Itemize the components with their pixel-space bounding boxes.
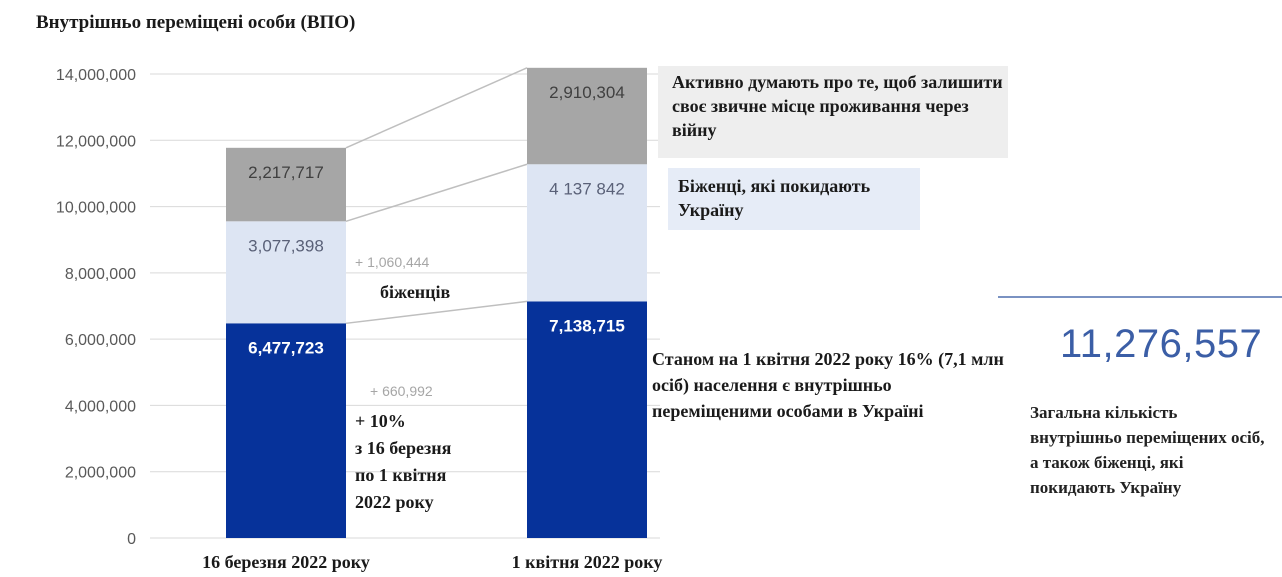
chart-title: Внутрішньо переміщені особи (ВПО) [36, 12, 356, 33]
growth-line-1: + 10% [355, 411, 406, 431]
data-label-idp: 7,138,715 [549, 316, 625, 335]
bar-idp [226, 323, 346, 538]
y-tick-label: 14,000,000 [56, 67, 136, 84]
considering-note-box [658, 66, 1008, 158]
bar-considering [527, 67, 647, 165]
y-tick-label: 8,000,000 [65, 266, 136, 283]
status-note: Станом на 1 квітня 2022 року 16% (7,1 мл… [652, 349, 1004, 421]
data-label-considering: 2,910,304 [549, 83, 625, 102]
growth-note: + 10% з 16 березня по 1 квітня 2022 року [355, 408, 515, 516]
growth-line-3: по 1 квітня [355, 465, 447, 485]
bar-refugees [226, 221, 346, 324]
x-tick-label: 16 березня 2022 року [202, 552, 370, 572]
data-label-refugees: 3,077,398 [248, 236, 324, 255]
data-label-idp: 6,477,723 [248, 338, 324, 357]
total-caption: Загальна кількість внутрішньо переміщени… [1030, 403, 1265, 497]
data-label-considering: 2,217,717 [248, 163, 324, 182]
bar-refugees [527, 164, 647, 302]
total-divider [998, 296, 1282, 298]
total-value: 11,276,557 [1060, 322, 1263, 366]
bar-idp [527, 301, 647, 538]
considering-note: Активно думають про те, щоб залишити сво… [672, 72, 1003, 140]
refugees-word: біженців [380, 282, 451, 302]
y-tick-label: 10,000,000 [56, 200, 136, 217]
x-tick-label: 1 квітня 2022 року [512, 552, 663, 572]
y-tick-label: 4,000,000 [65, 398, 136, 415]
bar-considering [226, 147, 346, 222]
idp-delta: + 660,992 [370, 383, 433, 399]
y-tick-label: 0 [127, 531, 136, 548]
refugees-delta: + 1,060,444 [355, 254, 430, 270]
refugees-note-box [668, 168, 920, 230]
growth-line-4: 2022 року [355, 492, 434, 512]
growth-line-2: з 16 березня [355, 438, 452, 458]
y-tick-label: 2,000,000 [65, 465, 136, 482]
refugees-note: Біженці, які покидають Україну [678, 176, 871, 220]
y-tick-label: 12,000,000 [56, 133, 136, 150]
connector-refugees [345, 163, 528, 223]
y-tick-label: 6,000,000 [65, 332, 136, 349]
data-label-refugees: 4 137 842 [549, 179, 625, 198]
connector-considering [345, 67, 528, 149]
connector-idp [345, 300, 528, 325]
